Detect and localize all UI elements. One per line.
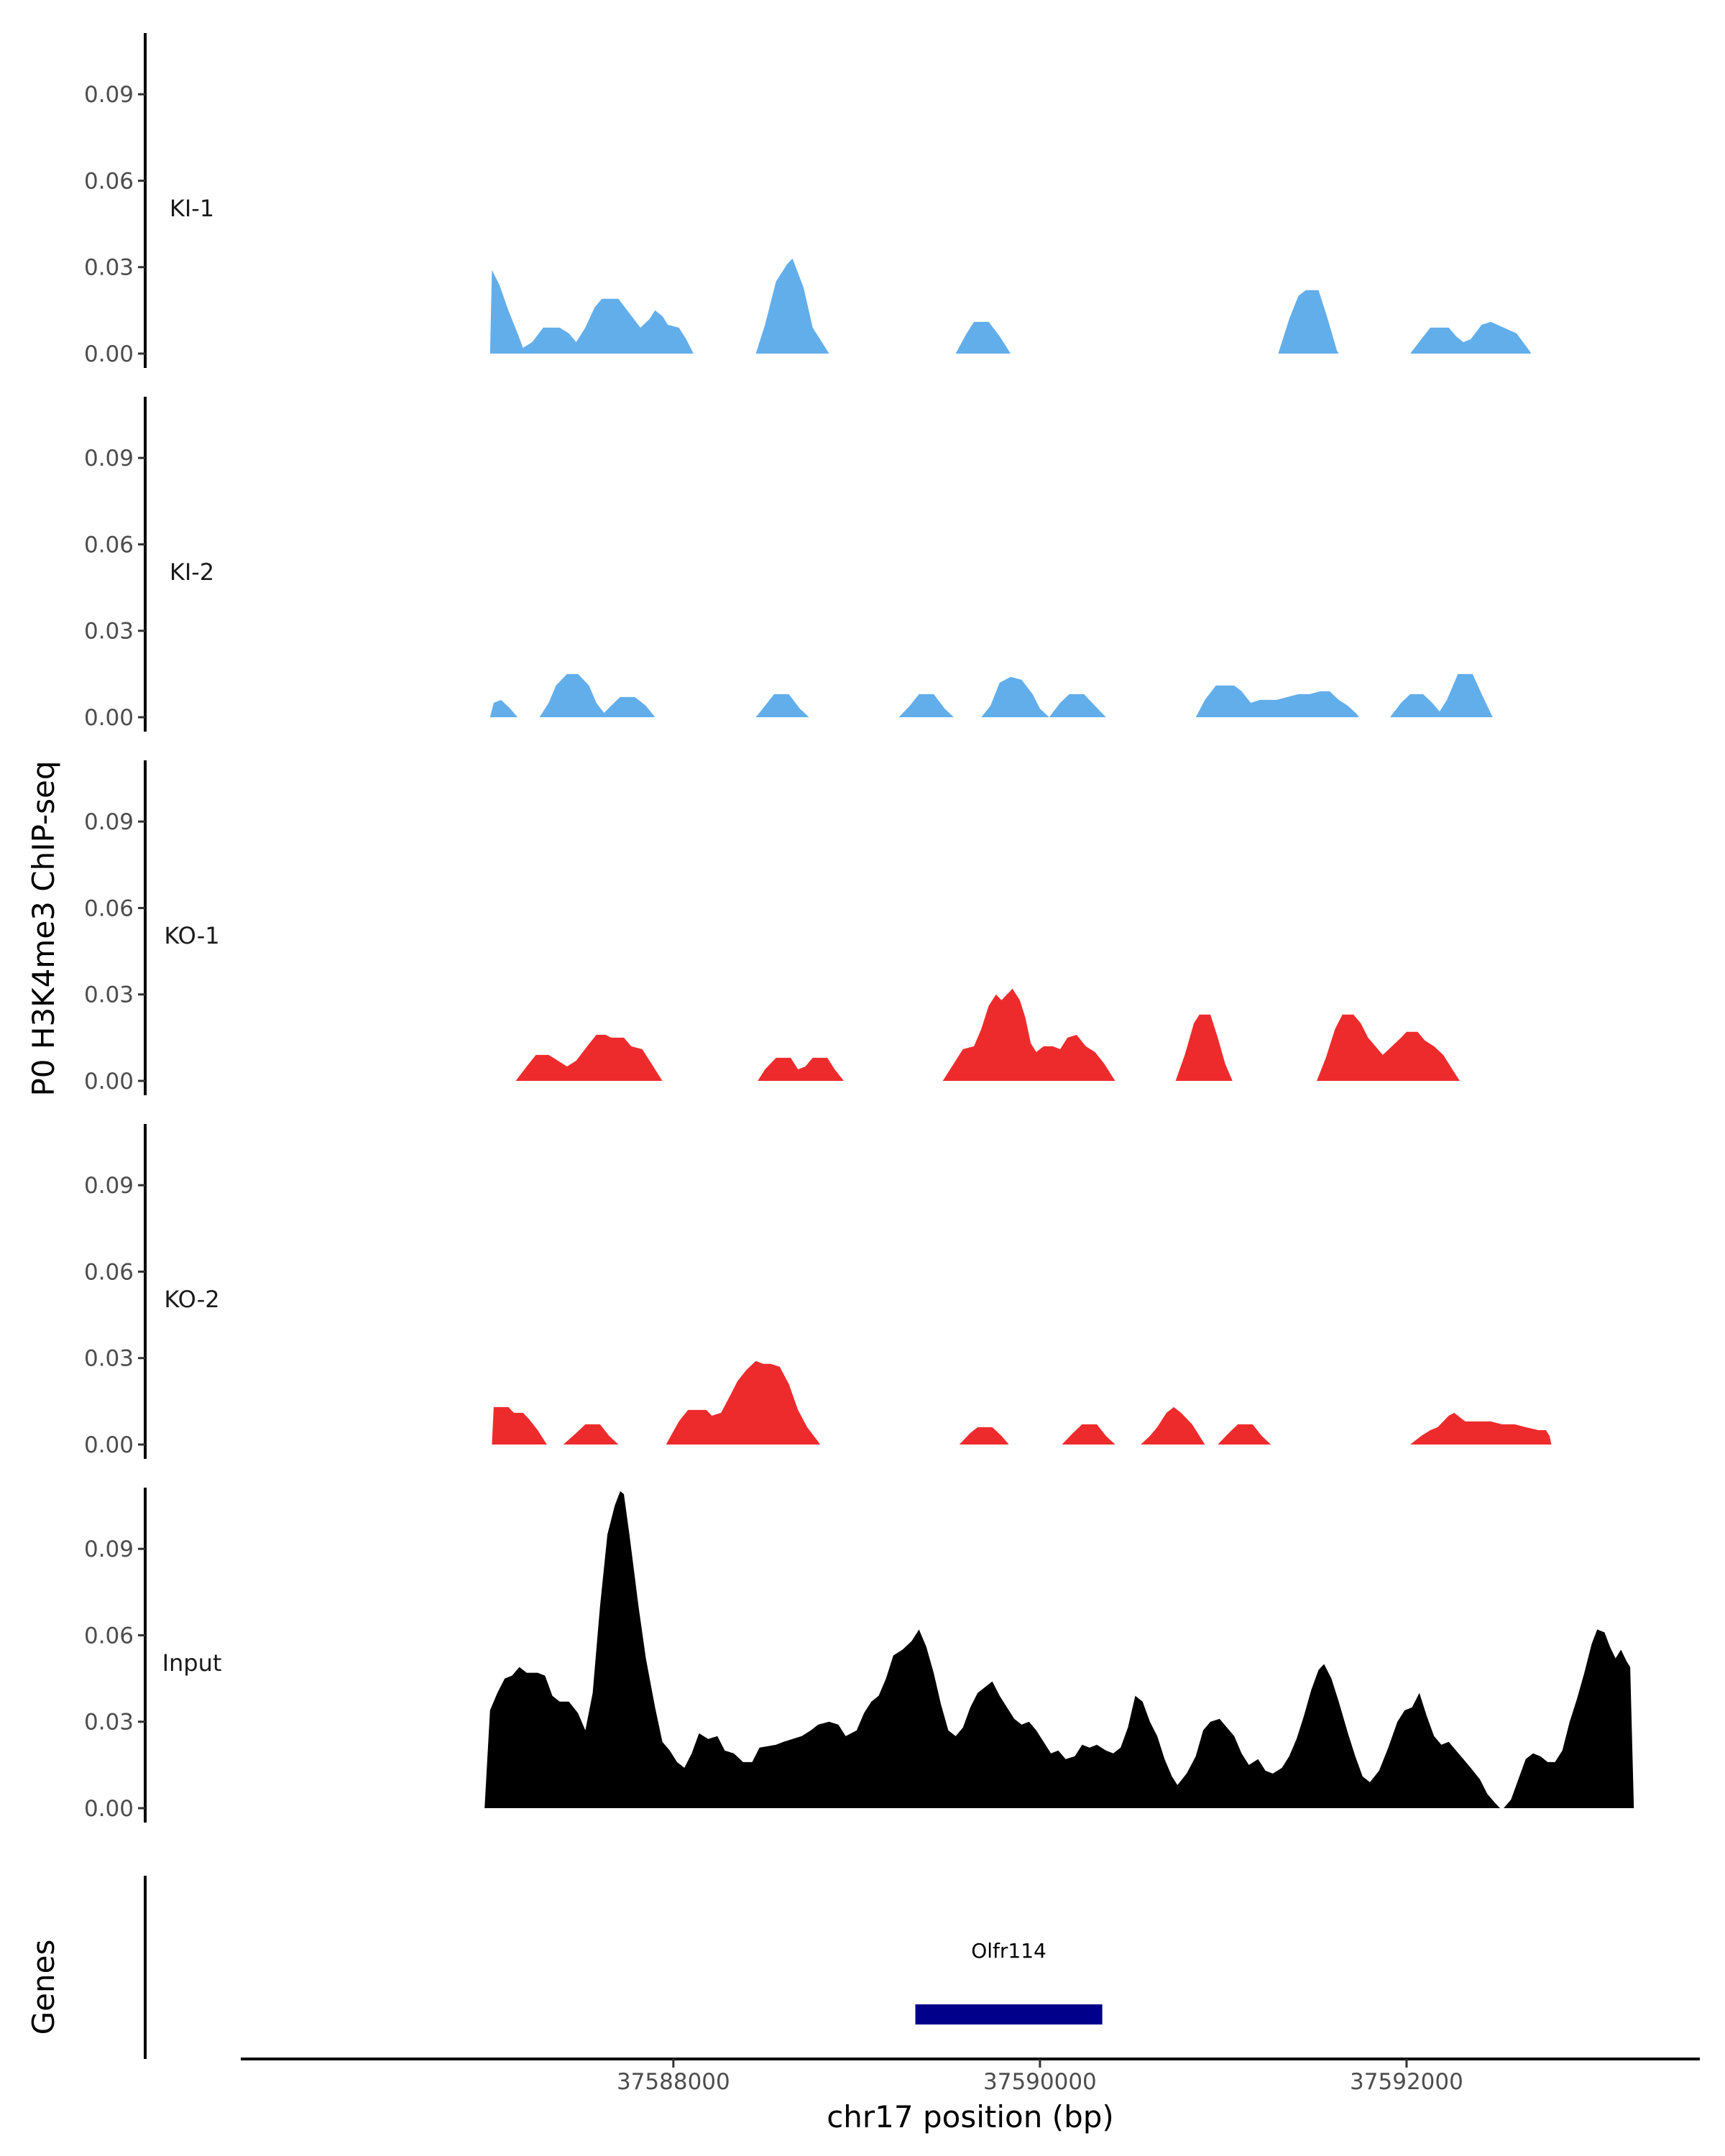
- signal-peak: [599, 696, 656, 717]
- signal-peak: [1278, 290, 1339, 354]
- signal-peak: [666, 1360, 820, 1445]
- signal-peak: [489, 270, 694, 354]
- track-label: Input: [162, 1649, 222, 1677]
- x-tick-label: 37588000: [617, 2069, 730, 2095]
- track-input: 0.00 0.03 0.06 0.09 Input: [84, 1488, 1634, 1823]
- signal-peak: [1504, 1629, 1634, 1808]
- y-tick-label: 0.00: [84, 1069, 134, 1095]
- x-tick-label: 37590000: [983, 2069, 1097, 2095]
- signal-peak: [1062, 1424, 1116, 1445]
- signal-peak: [1410, 321, 1532, 354]
- y-tick-label: 0.00: [84, 1796, 134, 1822]
- signal-peak: [1049, 694, 1106, 717]
- gene-bar: [915, 2004, 1103, 2024]
- y-tick-label: 0.03: [84, 982, 134, 1008]
- tracks-layer: 0.00 0.03 0.06 0.09 KI-1 0.00 0.03 0.06 0.09 KI-2…: [84, 33, 1634, 1823]
- signal-peak: [981, 676, 1049, 717]
- signal-peak: [489, 699, 518, 717]
- signal-peak: [563, 1424, 619, 1445]
- track-label: KO-1: [164, 922, 219, 949]
- x-tick-label: 37592000: [1350, 2069, 1463, 2095]
- signal-peak: [484, 1491, 1501, 1808]
- track-ko-1: 0.00 0.03 0.06 0.09 KO-1: [84, 760, 1460, 1095]
- signal-peak: [1317, 1014, 1460, 1081]
- y-tick-label: 0.03: [84, 1710, 134, 1736]
- y-tick-label: 0.06: [84, 1623, 134, 1649]
- signal-peak: [758, 1057, 844, 1081]
- track-ko-2: 0.00 0.03 0.06 0.09 KO-2: [84, 1124, 1552, 1459]
- y-tick-label: 0.09: [84, 1537, 134, 1562]
- y-tick-label: 0.03: [84, 1346, 134, 1372]
- y-tick-label: 0.06: [84, 168, 134, 194]
- signal-peak: [755, 258, 829, 354]
- track-label: KO-2: [164, 1286, 219, 1313]
- y-tick-label: 0.00: [84, 705, 134, 731]
- y-tick-label: 0.09: [84, 809, 134, 835]
- signal-peak: [1410, 1412, 1552, 1445]
- y-tick-label: 0.09: [84, 1173, 134, 1199]
- signal-peak: [942, 988, 1116, 1081]
- track-ki-2: 0.00 0.03 0.06 0.09 KI-2: [84, 397, 1493, 732]
- x-axis-title: chr17 position (bp): [827, 2099, 1114, 2134]
- track-label: KI-1: [170, 195, 214, 222]
- track-ki-1: 0.00 0.03 0.06 0.09 KI-1: [84, 33, 1532, 368]
- signal-peak: [515, 1034, 663, 1081]
- y-tick-label: 0.06: [84, 895, 134, 921]
- signal-peak: [898, 694, 954, 717]
- signal-peak: [492, 1406, 547, 1445]
- y-tick-label: 0.09: [84, 446, 134, 471]
- signal-peak: [539, 673, 608, 717]
- y-tick-label: 0.00: [84, 1432, 134, 1458]
- genes-axis-title: Genes: [26, 1940, 61, 2035]
- y-axis-title: P0 H3K4me3 ChIP-seq: [26, 760, 61, 1096]
- gene-label: Olfr114: [971, 1939, 1046, 1963]
- signal-peak: [959, 1427, 1009, 1445]
- signal-peak: [955, 321, 1011, 354]
- genes-panel: Olfr114: [144, 1876, 1103, 2059]
- signal-peak: [755, 694, 809, 717]
- y-tick-label: 0.06: [84, 532, 134, 558]
- signal-peak: [1195, 685, 1359, 717]
- x-axis: 37588000 37590000 37592000: [241, 2058, 1700, 2095]
- y-tick-label: 0.03: [84, 255, 134, 281]
- signal-peak: [1218, 1424, 1271, 1445]
- track-label: KI-2: [170, 558, 214, 586]
- y-tick-label: 0.00: [84, 341, 134, 367]
- signal-peak: [1175, 1014, 1233, 1081]
- y-tick-label: 0.06: [84, 1259, 134, 1285]
- y-tick-label: 0.03: [84, 619, 134, 645]
- y-tick-label: 0.09: [84, 82, 134, 108]
- signal-peak: [1141, 1406, 1205, 1445]
- signal-peak: [1390, 673, 1493, 717]
